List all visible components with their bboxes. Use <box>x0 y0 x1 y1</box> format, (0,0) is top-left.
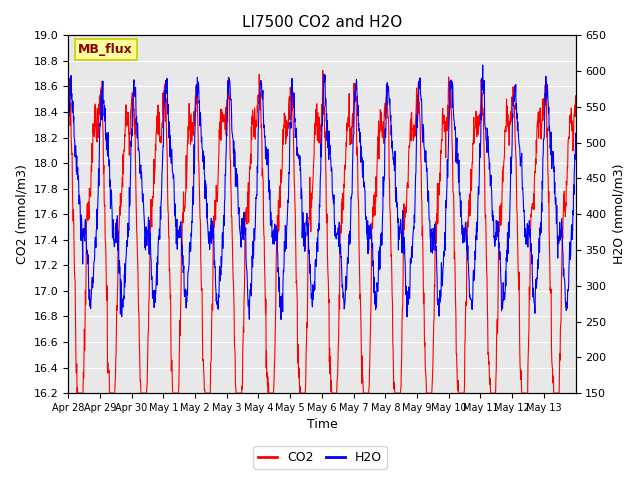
Text: MB_flux: MB_flux <box>78 43 133 56</box>
Title: LI7500 CO2 and H2O: LI7500 CO2 and H2O <box>242 15 402 30</box>
X-axis label: Time: Time <box>307 419 337 432</box>
Legend: CO2, H2O: CO2, H2O <box>253 446 387 469</box>
Y-axis label: CO2 (mmol/m3): CO2 (mmol/m3) <box>15 164 28 264</box>
Y-axis label: H2O (mmol/m3): H2O (mmol/m3) <box>612 164 625 264</box>
